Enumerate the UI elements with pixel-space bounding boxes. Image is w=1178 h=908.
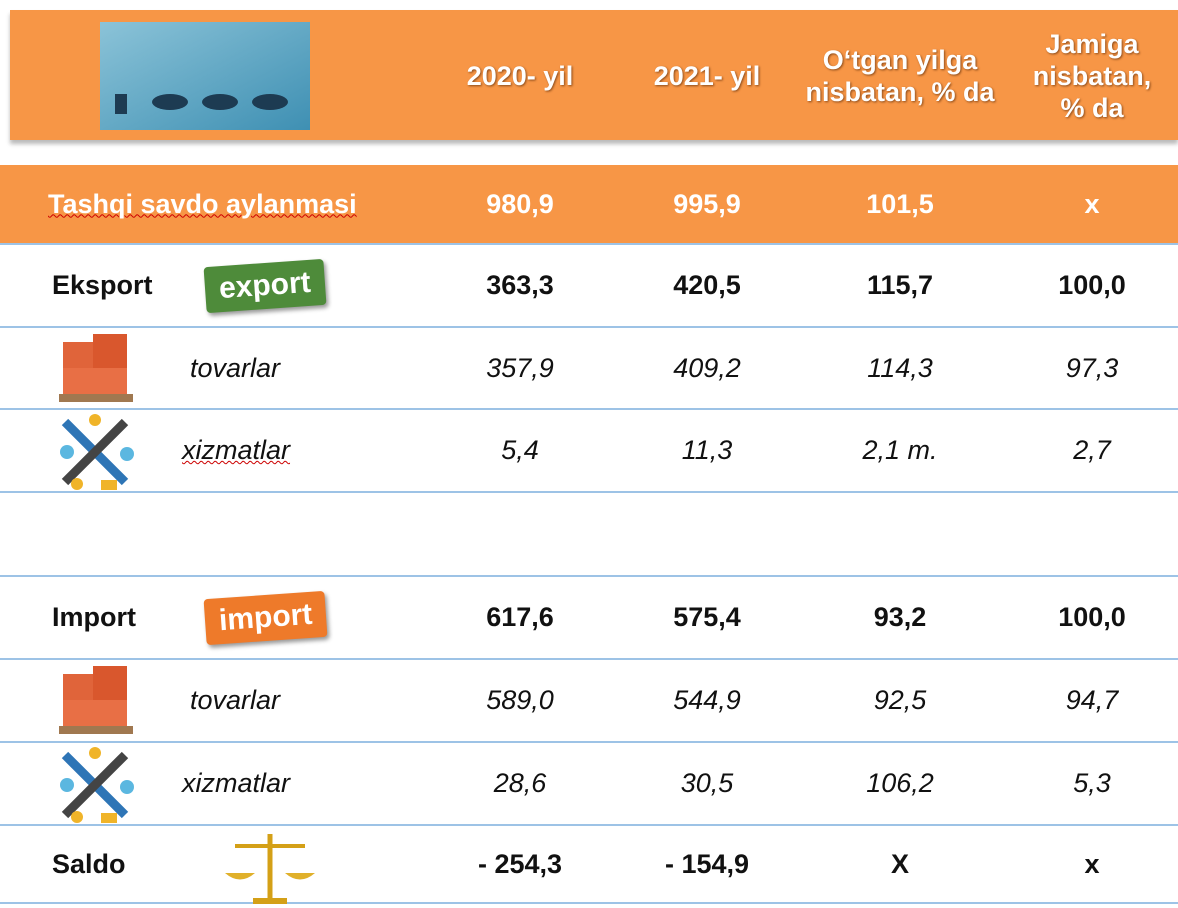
table-row: tovarlar 357,9 409,2 114,3 97,3 (0, 328, 1178, 410)
table-cell: x (1084, 188, 1100, 219)
table-cell: 2,7 (1073, 435, 1111, 465)
table-cell: 11,3 (681, 435, 733, 465)
table-cell: 995,9 (673, 188, 741, 219)
table-cell: 93,2 (873, 602, 927, 632)
row-label: tovarlar (190, 352, 281, 383)
header-cell: 2020- yil (466, 61, 574, 91)
badge: export (203, 258, 327, 314)
row-label: Saldo (52, 848, 126, 879)
table-cell: 115,7 (866, 270, 934, 300)
table-cell: X (890, 848, 909, 879)
table-cell: 100,0 (1058, 602, 1126, 632)
spacer-row (0, 493, 1178, 577)
table-cell: 97,3 (1065, 352, 1119, 383)
table-row: xizmatlar 5,4 11,3 2,1 m. 2,7 (0, 410, 1178, 493)
table-cell: - 254,3 (477, 848, 563, 879)
header-image (100, 22, 310, 130)
table-cell: 92,5 (873, 685, 927, 715)
table-cell: 980,9 (486, 188, 554, 219)
table-cell: 363,3 (486, 270, 554, 300)
table-cell: 30,5 (680, 768, 734, 798)
row-label: tovarlar (190, 685, 281, 715)
icon (59, 666, 133, 734)
row-label: Eksport (52, 270, 153, 300)
header-cell: O‘tgan yilga nisbatan, % da (805, 45, 995, 107)
table-cell: 544,9 (673, 685, 741, 715)
table-cell: 28,6 (493, 768, 547, 798)
table-cell: 101,5 (866, 188, 934, 219)
table-row: Eksport export 363,3 420,5 115,7 100,0 (0, 245, 1178, 328)
table-cell: 5,4 (501, 435, 539, 465)
table-cell: 589,0 (486, 685, 554, 715)
row-label: xizmatlar (182, 768, 291, 798)
table-row: tovarlar 589,0 544,9 92,5 94,7 (0, 660, 1178, 743)
icon (225, 834, 315, 904)
row-label: Tashqi savdo aylanmasi (48, 188, 357, 219)
table-cell: 357,9 (486, 352, 554, 383)
table-row: Tashqi savdo aylanmasi 980,9 995,9 101,5 x (0, 165, 1178, 245)
table-cell: 5,3 (1073, 768, 1111, 798)
badge: import (203, 590, 328, 646)
table-cell: 94,7 (1065, 685, 1119, 715)
icon (60, 747, 134, 823)
row-label: xizmatlar (182, 435, 291, 465)
table-row: Import import 617,6 575,4 93,2 100,0 (0, 577, 1178, 660)
table-cell: 409,2 (673, 352, 741, 383)
table-cell: 420,5 (673, 270, 741, 300)
table-cell: 575,4 (673, 602, 741, 632)
table-cell: 114,3 (867, 352, 933, 383)
table-cell: 617,6 (486, 602, 554, 632)
icon (59, 334, 133, 402)
table-cell: 100,0 (1058, 270, 1126, 300)
header-cell: 2021- yil (653, 61, 761, 91)
header-cell: Jamiga nisbatan, % da (1032, 29, 1152, 123)
row-label: Import (52, 602, 136, 632)
icon (60, 414, 134, 490)
table-cell: x (1084, 848, 1100, 879)
table-cell: 106,2 (866, 768, 934, 798)
table-cell: - 154,9 (664, 848, 750, 879)
table-cell: 2,1 m. (862, 435, 938, 465)
table-row: xizmatlar 28,6 30,5 106,2 5,3 (0, 743, 1178, 826)
